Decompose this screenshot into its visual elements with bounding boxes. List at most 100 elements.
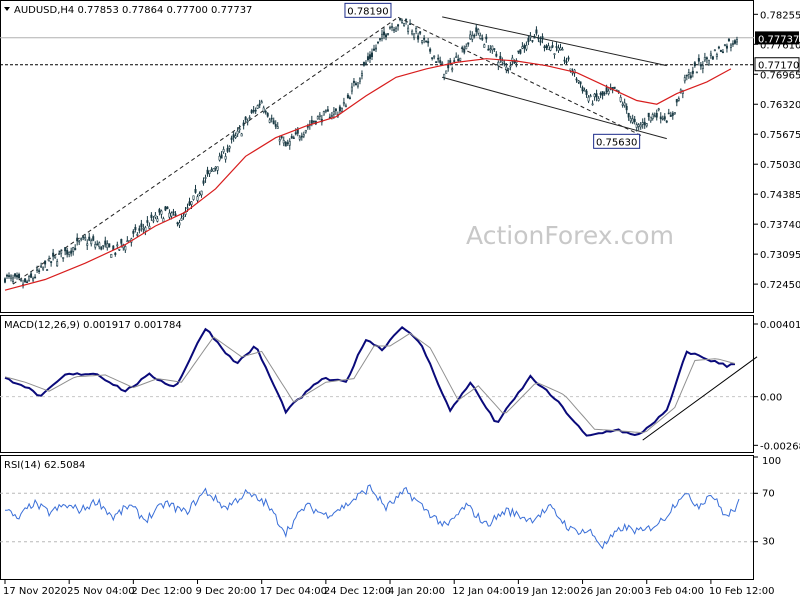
candle-body (675, 99, 678, 103)
candle-body (216, 166, 219, 171)
candle-body (310, 120, 313, 124)
time-tick-label: 25 Nov 04:00 (67, 586, 134, 597)
candle-body (689, 75, 692, 78)
candle-body (549, 46, 552, 51)
candle-body (415, 28, 418, 32)
candle-body (278, 139, 281, 142)
candle-body (160, 210, 163, 215)
candle-body (525, 45, 528, 50)
candle-body (40, 265, 43, 268)
candle-body (439, 60, 442, 63)
candle-body (318, 114, 321, 117)
candle-body (589, 95, 592, 98)
current-price-label: 0.77737 (758, 34, 799, 45)
candle-body (190, 201, 193, 205)
candle-body (96, 243, 99, 246)
candle-body (150, 214, 153, 218)
candle-body (268, 119, 271, 123)
time-tick-label: 17 Nov 2020 (3, 586, 67, 597)
candle-body (138, 228, 141, 231)
candle-body (541, 36, 544, 40)
candle-body (521, 46, 524, 49)
candle-body (577, 80, 580, 83)
candle-body (527, 38, 530, 43)
candle-body (232, 134, 235, 138)
annotation-box[interactable] (593, 133, 641, 149)
candle-body (643, 121, 646, 126)
candle-body (427, 41, 430, 44)
candle-body (266, 113, 269, 117)
candle-body (561, 48, 564, 51)
trendline-0[interactable] (12, 16, 399, 285)
candle-body (262, 107, 265, 112)
candle-body (653, 115, 656, 118)
candle-body (599, 92, 602, 95)
candle-body (372, 48, 375, 51)
candle-body (54, 255, 57, 259)
candle-body (242, 122, 245, 126)
rsi-line (4, 484, 740, 550)
candle-body (114, 252, 117, 255)
candle-body (723, 44, 726, 47)
candle-body (156, 218, 159, 222)
trendline-2[interactable] (442, 16, 667, 67)
candle-body (158, 209, 161, 213)
candle-body (567, 57, 570, 60)
candle-body (238, 128, 241, 131)
candle-body (180, 217, 183, 221)
candle-body (48, 258, 51, 262)
candle-body (703, 57, 706, 61)
candle-body (246, 120, 249, 123)
candle-body (613, 86, 616, 89)
trendline-1[interactable] (397, 16, 643, 137)
candle-body (711, 56, 714, 60)
symbol-dropdown-icon[interactable] (4, 7, 10, 11)
candle-body (272, 120, 275, 125)
candle-body (585, 90, 588, 95)
candle-body (431, 57, 434, 59)
candle-body (12, 277, 15, 282)
candle-body (294, 132, 297, 135)
rsi-series (0, 484, 754, 550)
current-price-box (755, 31, 799, 45)
macd-tick-label: 0.00 (760, 393, 782, 404)
candle-body (713, 49, 716, 52)
candle-body (605, 87, 608, 92)
candle-body (168, 212, 171, 218)
candle-body (124, 246, 127, 251)
candle-body (16, 275, 19, 278)
time-tick-label: 17 Dec 04:00 (260, 586, 327, 597)
macd-trendline[interactable] (642, 356, 758, 441)
candle-body (330, 115, 333, 117)
candle-body (62, 257, 65, 259)
candle-body (449, 60, 452, 63)
candle-body (368, 54, 371, 59)
candle-body (222, 149, 225, 153)
candle-body (405, 18, 408, 21)
candle-body (411, 30, 414, 35)
candle-body (324, 110, 327, 112)
candle-body (537, 37, 540, 40)
macd-series (0, 325, 758, 441)
candle-body (26, 281, 29, 284)
candle-body (647, 112, 650, 117)
candle-body (579, 81, 582, 85)
candle-body (92, 236, 95, 241)
candle-body (683, 77, 686, 82)
candle-body (547, 45, 550, 51)
level-line-box (754, 57, 800, 72)
candle-body (362, 62, 365, 66)
candle-body (673, 112, 676, 115)
candle-body (687, 72, 690, 75)
price-tick-label: 0.72450 (760, 280, 800, 291)
trendline-3[interactable] (442, 76, 667, 140)
candle-body (24, 278, 27, 283)
candle-body (170, 212, 173, 217)
candle-body (595, 93, 598, 98)
candle-body (557, 47, 560, 51)
candle-body (274, 124, 277, 127)
candle-body (186, 207, 189, 209)
annotation-box[interactable] (344, 2, 392, 18)
candle-body (461, 47, 464, 49)
time-tick-label: 9 Dec 20:00 (196, 586, 257, 597)
